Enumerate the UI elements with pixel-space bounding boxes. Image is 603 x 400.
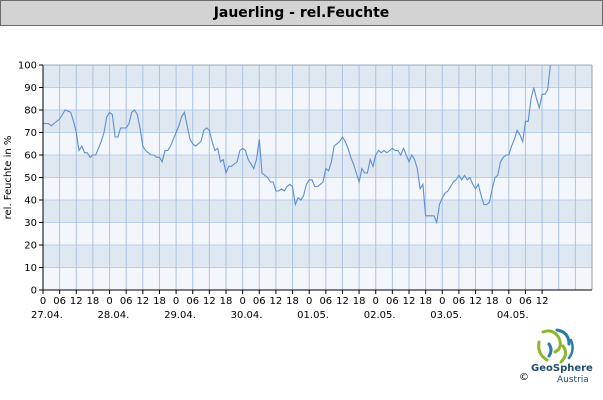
y-tick-label: 20 bbox=[24, 241, 37, 252]
x-tick-label: 12 bbox=[336, 296, 349, 307]
y-tick-label: 0 bbox=[31, 286, 37, 297]
y-axis-label: rel. Feuchte in % bbox=[3, 136, 14, 220]
x-tick-label: 18 bbox=[486, 296, 499, 307]
y-tick-label: 80 bbox=[24, 106, 37, 117]
y-tick-label: 100 bbox=[18, 61, 37, 72]
band bbox=[43, 222, 592, 245]
band bbox=[43, 177, 592, 200]
date-label: 30.04. bbox=[231, 310, 263, 321]
x-tick-label: 18 bbox=[87, 296, 100, 307]
date-label: 29.04. bbox=[164, 310, 196, 321]
x-tick-label: 18 bbox=[419, 296, 432, 307]
x-tick-label: 12 bbox=[136, 296, 149, 307]
axes bbox=[39, 64, 593, 294]
x-tick-label: 06 bbox=[120, 296, 133, 307]
date-label: 02.05. bbox=[364, 310, 396, 321]
x-tick-label: 0 bbox=[173, 296, 179, 307]
x-tick-label: 12 bbox=[536, 296, 549, 307]
band bbox=[43, 87, 592, 110]
x-tick-label: 18 bbox=[220, 296, 233, 307]
x-tick-label: 12 bbox=[270, 296, 283, 307]
date-label: 28.04. bbox=[98, 310, 130, 321]
band bbox=[43, 132, 592, 155]
logo-name: GeoSphere bbox=[531, 363, 593, 374]
copyright-mark: © bbox=[519, 372, 529, 383]
date-labels: 27.04. 28.04. 29.04. 30.04. 01.05. 02.05. 03.0… bbox=[31, 310, 529, 321]
x-tick-label: 0 bbox=[373, 296, 379, 307]
y-tick-label: 60 bbox=[24, 151, 37, 162]
band bbox=[43, 267, 592, 290]
chart-title: Jauerling - rel.Feuchte bbox=[213, 5, 390, 21]
x-tick-label: 06 bbox=[253, 296, 266, 307]
chart-title-bar: Jauerling - rel.Feuchte bbox=[0, 0, 603, 26]
x-tick-label: 0 bbox=[40, 296, 46, 307]
y-tick-label: 70 bbox=[24, 128, 37, 139]
geosphere-logo-icon bbox=[537, 328, 574, 364]
band bbox=[43, 245, 592, 268]
series-group bbox=[43, 64, 551, 225]
y-tick-label: 50 bbox=[24, 173, 37, 184]
x-tick-label: 18 bbox=[286, 296, 299, 307]
x-tick-label: 12 bbox=[403, 296, 416, 307]
x-tick-label: 0 bbox=[239, 296, 245, 307]
x-tick-label: 06 bbox=[453, 296, 466, 307]
x-tick-label: 06 bbox=[186, 296, 199, 307]
x-tick-label: 12 bbox=[469, 296, 482, 307]
x-tick-label: 12 bbox=[70, 296, 83, 307]
x-tick-label: 0 bbox=[506, 296, 512, 307]
x-tick-label: 0 bbox=[106, 296, 112, 307]
background-bands bbox=[43, 65, 592, 290]
x-tick-labels: 0 06 12 18 0 06 12 18 0 06 12 18 0 06 12 18 0 06 12 18 0 06 12… bbox=[40, 296, 549, 307]
x-tick-label: 18 bbox=[353, 296, 366, 307]
y-tick-label: 40 bbox=[24, 196, 37, 207]
series-line-humidity bbox=[43, 64, 551, 225]
y-tick-label: 90 bbox=[24, 83, 37, 94]
y-tick-label: 10 bbox=[24, 263, 37, 274]
x-tick-label: 0 bbox=[439, 296, 445, 307]
x-tick-label: 06 bbox=[319, 296, 332, 307]
y-tick-labels: 0 10 20 30 40 50 60 70 80 90 100 bbox=[18, 61, 37, 297]
band bbox=[43, 65, 592, 88]
date-label: 01.05. bbox=[297, 310, 329, 321]
x-tick-label: 06 bbox=[519, 296, 532, 307]
band bbox=[43, 110, 592, 133]
x-tick-label: 12 bbox=[203, 296, 216, 307]
date-label: 04.05. bbox=[497, 310, 529, 321]
y-tick-label: 30 bbox=[24, 218, 37, 229]
logo-subtitle: Austria bbox=[557, 375, 589, 385]
band bbox=[43, 155, 592, 178]
x-tick-label: 06 bbox=[53, 296, 66, 307]
x-tick-label: 18 bbox=[153, 296, 166, 307]
date-label: 03.05. bbox=[430, 310, 462, 321]
x-tick-label: 06 bbox=[386, 296, 399, 307]
band bbox=[43, 200, 592, 223]
date-label: 27.04. bbox=[31, 310, 63, 321]
x-tick-label: 0 bbox=[306, 296, 312, 307]
